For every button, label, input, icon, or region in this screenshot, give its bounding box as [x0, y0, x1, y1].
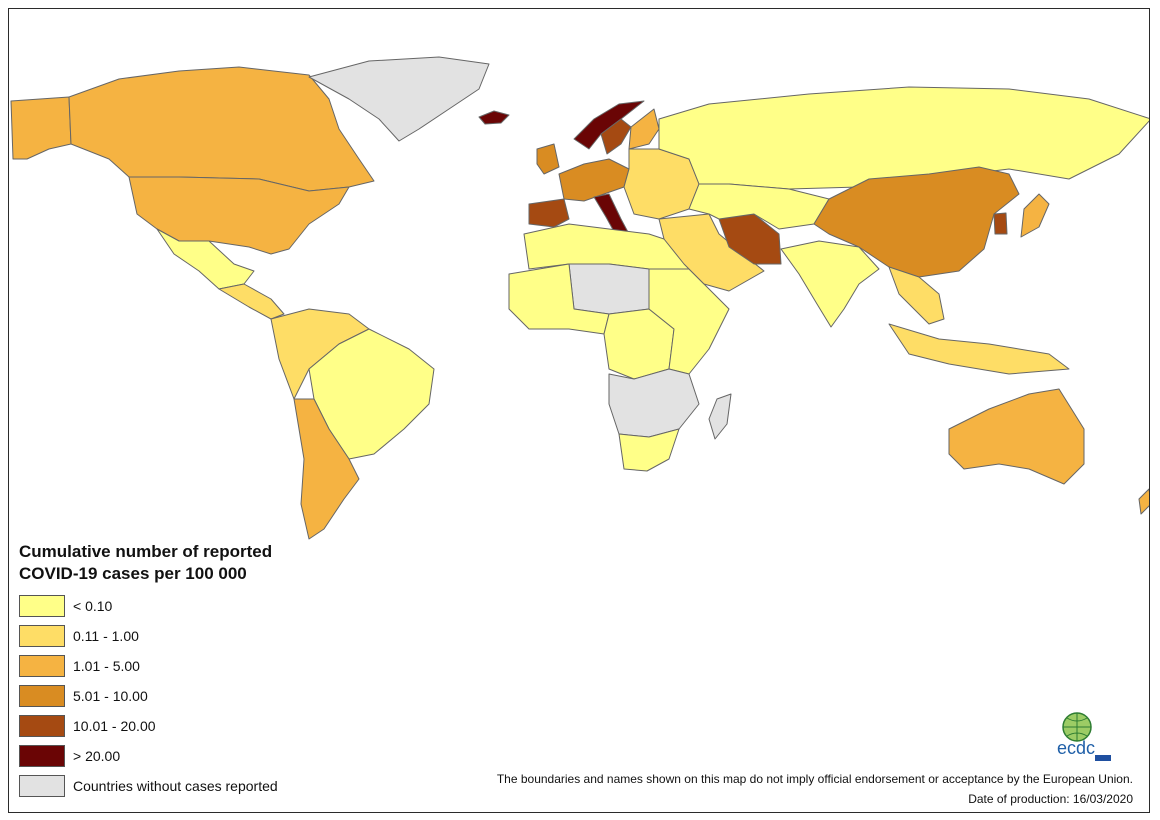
legend-item-5-01-10-00: 5.01 - 10.00 — [19, 681, 399, 711]
legend-title-line-2: COVID-19 cases per 100 000 — [19, 564, 247, 583]
map-legend: Cumulative number of reported COVID-19 c… — [19, 541, 399, 801]
region-finland[interactable] — [628, 108, 660, 150]
legend-swatch — [19, 775, 65, 797]
eu-flag-icon — [1095, 755, 1111, 761]
ecdc-logo: ecdc — [1057, 712, 1111, 761]
legend-title: Cumulative number of reported COVID-19 c… — [19, 541, 399, 585]
map-disclaimer: The boundaries and names shown on this m… — [496, 772, 1133, 786]
region-uk[interactable] — [536, 143, 560, 175]
region-central-america[interactable] — [218, 283, 285, 320]
legend-item-lt-0-10: < 0.10 — [19, 591, 399, 621]
region-southern-africa[interactable] — [608, 368, 700, 438]
region-iberia[interactable] — [528, 198, 570, 228]
region-china[interactable] — [813, 166, 1020, 278]
region-sweden[interactable] — [600, 118, 632, 155]
legend-label: 1.01 - 5.00 — [73, 658, 140, 674]
production-date: Date of production: 16/03/2020 — [968, 792, 1133, 806]
region-southern-cone[interactable] — [293, 398, 360, 540]
region-mexico[interactable] — [156, 228, 255, 290]
legend-swatch — [19, 595, 65, 617]
region-new-zealand[interactable] — [1138, 488, 1150, 515]
legend-item-0-11-1-00: 0.11 - 1.00 — [19, 621, 399, 651]
region-russia[interactable] — [658, 86, 1150, 190]
legend-item-gt-20-00: > 20.00 — [19, 741, 399, 771]
region-norway[interactable] — [573, 100, 645, 150]
legend-label: Countries without cases reported — [73, 778, 278, 794]
legend-label: 10.01 - 20.00 — [73, 718, 156, 734]
legend-swatch — [19, 625, 65, 647]
legend-label: 0.11 - 1.00 — [73, 628, 139, 644]
region-middle-east[interactable] — [658, 213, 765, 292]
logo-wordmark: ecdc — [1057, 738, 1095, 758]
legend-label: > 20.00 — [73, 748, 121, 764]
region-canada[interactable] — [68, 66, 375, 192]
legend-item-1-01-5-00: 1.01 - 5.00 — [19, 651, 399, 681]
region-southeast-asia[interactable] — [888, 266, 945, 325]
region-indonesia[interactable] — [888, 323, 1070, 375]
region-madagascar[interactable] — [708, 393, 732, 440]
legend-item-10-01-20-00: 10.01 - 20.00 — [19, 711, 399, 741]
world-map[interactable] — [9, 9, 1150, 813]
legend-item-no-cases: Countries without cases reported — [19, 771, 399, 801]
region-japan[interactable] — [1020, 193, 1050, 238]
region-alaska[interactable] — [10, 96, 72, 160]
legend-label: < 0.10 — [73, 598, 113, 614]
region-greenland[interactable] — [308, 56, 490, 142]
legend-swatch — [19, 715, 65, 737]
region-eastern-europe[interactable] — [623, 148, 700, 220]
region-iceland[interactable] — [478, 110, 510, 125]
region-western-europe[interactable] — [558, 158, 630, 202]
region-korea[interactable] — [993, 212, 1008, 235]
map-frame: Cumulative number of reported COVID-19 c… — [8, 8, 1150, 813]
region-australia[interactable] — [948, 388, 1085, 485]
legend-swatch — [19, 685, 65, 707]
region-central-asia[interactable] — [688, 183, 830, 230]
region-india[interactable] — [780, 240, 880, 328]
legend-label: 5.01 - 10.00 — [73, 688, 148, 704]
legend-title-line-1: Cumulative number of reported — [19, 542, 273, 561]
legend-swatch — [19, 745, 65, 767]
globe-icon — [1062, 712, 1092, 742]
region-south-africa[interactable] — [618, 428, 680, 472]
legend-swatch — [19, 655, 65, 677]
region-sahara[interactable] — [568, 263, 650, 315]
